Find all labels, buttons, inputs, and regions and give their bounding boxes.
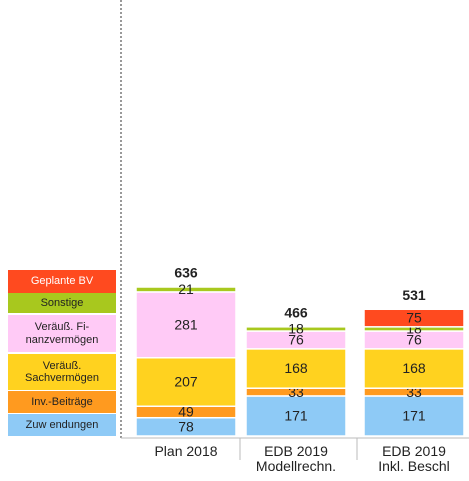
legend-entry: Veräuß. Sachvermögen bbox=[8, 354, 116, 390]
value-label: 171 bbox=[284, 408, 308, 424]
value-label: 18 bbox=[288, 321, 304, 337]
legend-entry: Zuw endungen bbox=[8, 414, 116, 436]
value-label: 171 bbox=[402, 408, 426, 424]
value-label: 78 bbox=[178, 419, 194, 435]
category-label: EDB 2019 Modellrechn. bbox=[255, 443, 337, 475]
value-label: 76 bbox=[288, 332, 304, 348]
total-label: 466 bbox=[284, 305, 308, 321]
value-label: 21 bbox=[178, 281, 194, 297]
value-label: 75 bbox=[406, 310, 422, 326]
bar-segment bbox=[135, 357, 237, 407]
category-label: EDB 2019 Inkl. Beschl bbox=[378, 443, 450, 475]
value-label: 76 bbox=[406, 332, 422, 348]
bar-segment bbox=[245, 348, 347, 389]
bar-segment bbox=[363, 308, 465, 328]
value-label: 281 bbox=[174, 317, 198, 333]
value-label: 49 bbox=[178, 404, 194, 420]
bar-segment bbox=[363, 348, 465, 389]
value-label: 168 bbox=[284, 360, 308, 376]
legend-entry: Sonstige bbox=[8, 293, 116, 313]
value-label: 207 bbox=[174, 374, 198, 390]
total-label: 636 bbox=[174, 265, 198, 281]
bar-segment bbox=[245, 326, 347, 332]
bar-segment bbox=[135, 286, 237, 293]
value-label: 168 bbox=[402, 360, 426, 376]
legend-entry: Geplante BV bbox=[8, 270, 116, 293]
total-label: 531 bbox=[402, 287, 426, 303]
category-label: Plan 2018 bbox=[154, 443, 218, 459]
bar-segment bbox=[245, 395, 347, 437]
legend-entry: Inv.-Beiträge bbox=[8, 391, 116, 413]
legend-entry: Veräuß. Fi- nanzvermögen bbox=[8, 315, 116, 352]
